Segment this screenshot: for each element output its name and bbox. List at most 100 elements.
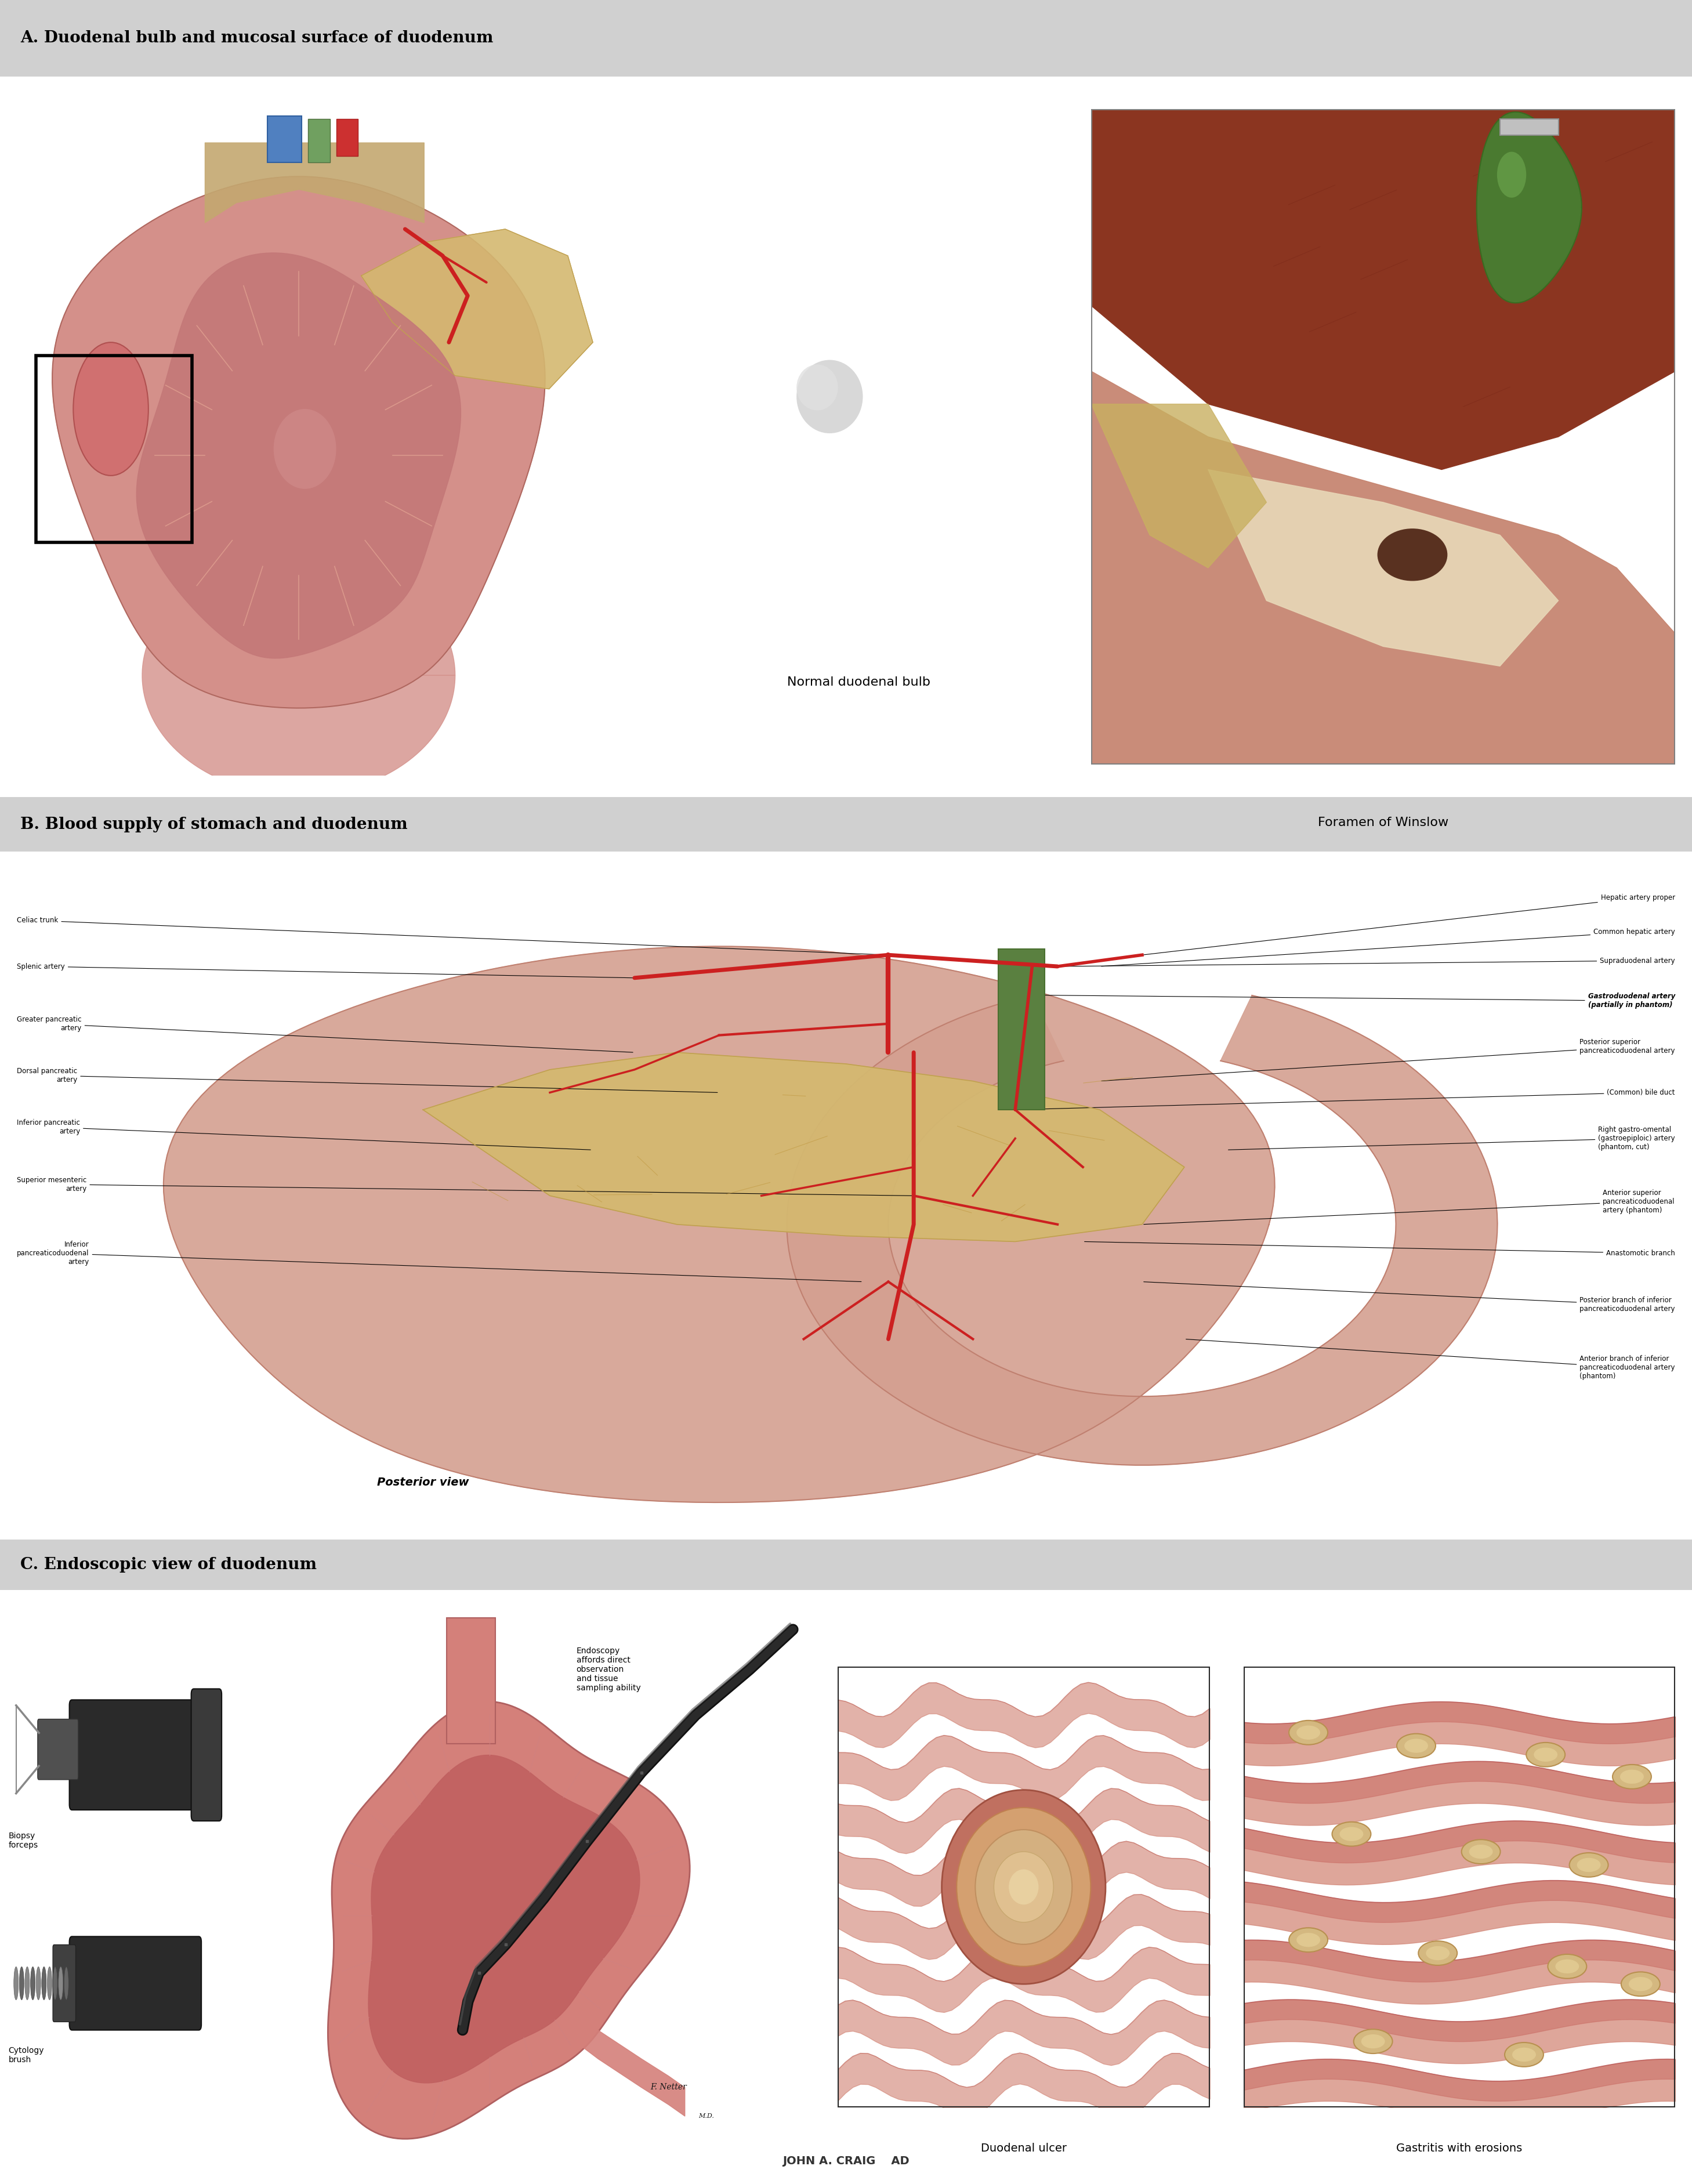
Ellipse shape	[1619, 1769, 1645, 1784]
Ellipse shape	[1629, 1977, 1653, 1992]
FancyBboxPatch shape	[69, 1937, 201, 2031]
Text: Anterior superior
pancreaticoduodenal
artery (phantom): Anterior superior pancreaticoduodenal ar…	[1144, 1188, 1675, 1225]
Bar	[1501, 120, 1558, 135]
Bar	[0, 1590, 1692, 2184]
Ellipse shape	[42, 1968, 46, 2001]
Circle shape	[797, 360, 880, 452]
Text: Splenic artery: Splenic artery	[17, 963, 633, 978]
Ellipse shape	[1340, 1828, 1364, 1841]
Ellipse shape	[1289, 1928, 1328, 1952]
Ellipse shape	[1296, 1725, 1320, 1741]
FancyBboxPatch shape	[69, 1699, 201, 1811]
Text: Dorsal pancreatic
artery: Dorsal pancreatic artery	[17, 1068, 717, 1092]
Polygon shape	[1208, 470, 1558, 666]
Text: Biopsy
forceps: Biopsy forceps	[8, 1832, 39, 1850]
Bar	[0, 852, 1692, 1540]
Ellipse shape	[1533, 1747, 1558, 1762]
Polygon shape	[369, 1756, 640, 2084]
Text: Hepatic artery proper: Hepatic artery proper	[1144, 893, 1675, 954]
Circle shape	[810, 376, 865, 437]
Circle shape	[975, 1830, 1073, 1944]
Ellipse shape	[1497, 153, 1526, 197]
Ellipse shape	[1360, 2033, 1386, 2049]
FancyBboxPatch shape	[191, 1688, 222, 1821]
Circle shape	[707, 262, 968, 550]
Ellipse shape	[1612, 1765, 1651, 1789]
Bar	[998, 950, 1046, 1109]
Ellipse shape	[274, 408, 337, 489]
Ellipse shape	[59, 1968, 63, 2001]
Text: Supraduodenal artery: Supraduodenal artery	[1059, 957, 1675, 965]
Circle shape	[651, 199, 1025, 612]
Ellipse shape	[1462, 1839, 1501, 1863]
Ellipse shape	[1354, 2029, 1393, 2053]
Text: Posterior view: Posterior view	[377, 1476, 469, 1487]
Circle shape	[670, 221, 1005, 592]
Text: Posterior superior
pancreaticoduodenal artery: Posterior superior pancreaticoduodenal a…	[1101, 1040, 1675, 1081]
Text: (Common) bile duct: (Common) bile duct	[1017, 1090, 1675, 1109]
Circle shape	[699, 251, 978, 561]
Bar	[337, 120, 359, 155]
Bar	[447, 1618, 496, 1743]
Text: Anastomotic branch: Anastomotic branch	[1085, 1243, 1675, 1256]
Ellipse shape	[1526, 1743, 1565, 1767]
Circle shape	[689, 240, 986, 570]
Ellipse shape	[1418, 1942, 1457, 1966]
Polygon shape	[787, 996, 1497, 1465]
Text: Common hepatic artery: Common hepatic artery	[1101, 928, 1675, 965]
Circle shape	[773, 334, 902, 478]
Ellipse shape	[1289, 1721, 1328, 1745]
Bar	[36, 356, 193, 542]
Ellipse shape	[1332, 1821, 1371, 1845]
Polygon shape	[423, 1053, 1184, 1241]
Circle shape	[802, 365, 875, 446]
Circle shape	[734, 290, 941, 520]
Circle shape	[956, 1808, 1091, 1966]
Ellipse shape	[36, 1968, 41, 2001]
Circle shape	[821, 387, 856, 426]
Circle shape	[797, 365, 838, 411]
Ellipse shape	[73, 343, 149, 476]
Circle shape	[744, 304, 931, 509]
Ellipse shape	[64, 1968, 69, 2001]
Text: Greater pancreatic
artery: Greater pancreatic artery	[17, 1016, 633, 1053]
Text: Superior mesenteric
artery: Superior mesenteric artery	[17, 1177, 912, 1195]
Circle shape	[736, 293, 941, 520]
Circle shape	[783, 345, 893, 467]
Circle shape	[1008, 1870, 1039, 1904]
Circle shape	[755, 314, 920, 498]
Circle shape	[717, 273, 959, 539]
Text: A. Duodenal bulb and mucosal surface of duodenum: A. Duodenal bulb and mucosal surface of …	[20, 31, 494, 46]
Polygon shape	[362, 229, 592, 389]
Ellipse shape	[1469, 1845, 1492, 1859]
Polygon shape	[1091, 109, 1675, 470]
Text: Right gastro-omental
(gastroepiploic) artery
(phantom, cut): Right gastro-omental (gastroepiploic) ar…	[1228, 1127, 1675, 1151]
Text: Normal duodenal bulb: Normal duodenal bulb	[787, 677, 931, 688]
Polygon shape	[137, 253, 460, 657]
Ellipse shape	[52, 1968, 58, 2001]
Text: JOHN A. CRAIG    AD: JOHN A. CRAIG AD	[783, 2156, 909, 2167]
Circle shape	[765, 323, 912, 487]
Bar	[0, 797, 1692, 852]
Ellipse shape	[19, 1968, 24, 2001]
Text: B. Blood supply of stomach and duodenum: B. Blood supply of stomach and duodenum	[20, 817, 408, 832]
Text: Foramen of Winslow: Foramen of Winslow	[1318, 817, 1448, 828]
Text: Cytology
brush: Cytology brush	[8, 2046, 44, 2064]
Text: Inferior
pancreaticoduodenal
artery: Inferior pancreaticoduodenal artery	[17, 1241, 861, 1282]
Bar	[0, 1540, 1692, 1590]
Ellipse shape	[1398, 1734, 1435, 1758]
Ellipse shape	[47, 1968, 52, 2001]
Ellipse shape	[1577, 1859, 1601, 1872]
Ellipse shape	[1555, 1959, 1579, 1974]
Ellipse shape	[1504, 2042, 1543, 2066]
Circle shape	[829, 397, 846, 415]
Text: Duodenal ulcer: Duodenal ulcer	[981, 2143, 1066, 2153]
Circle shape	[993, 1852, 1054, 1922]
FancyBboxPatch shape	[37, 1719, 78, 1780]
Text: Anterior branch of inferior
pancreaticoduodenal artery
(phantom): Anterior branch of inferior pancreaticod…	[1186, 1339, 1675, 1380]
Text: Celiac trunk: Celiac trunk	[17, 917, 887, 954]
Ellipse shape	[1426, 1946, 1450, 1961]
Text: Endoscopy
affords direct
observation
and tissue
sampling ability: Endoscopy affords direct observation and…	[577, 1647, 641, 1693]
Ellipse shape	[25, 1968, 29, 2001]
Polygon shape	[52, 177, 545, 708]
